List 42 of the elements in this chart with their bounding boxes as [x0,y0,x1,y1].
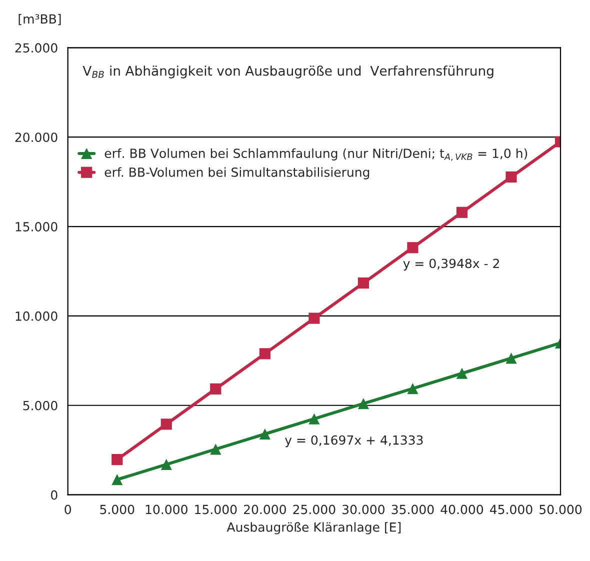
y-tick-label: 10.000 [16,311,58,321]
point [112,474,123,486]
y-tick-label: 0 [51,490,58,500]
point [160,458,172,470]
point [506,352,517,364]
x-tick-label: 50.000 [540,504,582,514]
x-tick-label: 45.000 [490,504,532,514]
x-tick-label: 20.000 [244,504,286,514]
x-tick-label: 40.000 [440,504,484,514]
x-axis-title: Ausbaugröße Kläranlage [E] [226,522,401,534]
point [210,444,222,455]
y-tick-label: 5.000 [23,400,58,410]
x-tick-label: 5.000 [100,504,134,514]
y-tick-label: 20.000 [15,132,58,142]
point [210,383,222,394]
x-tick-label: 35.000 [392,504,434,514]
point [259,428,270,440]
point [259,348,270,360]
y-axis-title: [m³BB] [18,14,61,26]
point [456,206,468,218]
y-tick-label: 25.000 [15,43,58,53]
point [358,277,369,289]
x-tick-label: 0 [64,504,71,514]
legend-label: erf. BB-Volumen bei Simultanstabilisierung [104,167,370,180]
x-tick-label: 15.000 [195,504,237,514]
annotation: y = 0,3948x - 2 [403,258,499,271]
annotation: y = 0,1697x + 4,1333 [284,435,423,448]
point [160,418,172,430]
point [407,242,418,254]
legend-label: erf. BB Volumen bei Schlammfaulung (nur Nitri/Deni; t$_{A,VKB}$ = 1,0 h) [104,148,528,161]
y-tick-label: 15.000 [16,222,58,232]
point [456,368,468,379]
text: V$_{BB}$ in Abhängigkeit von Ausbaugröße und Verfahrensführung [82,66,494,78]
point [407,383,418,394]
x-tick-label: 10.000 [146,504,188,514]
x-tick-label: 25.000 [293,504,336,514]
point [112,454,123,466]
point [308,312,320,324]
point [308,413,320,424]
x-tick-label: 30.000 [342,504,384,514]
point [358,398,369,410]
point [506,171,517,183]
